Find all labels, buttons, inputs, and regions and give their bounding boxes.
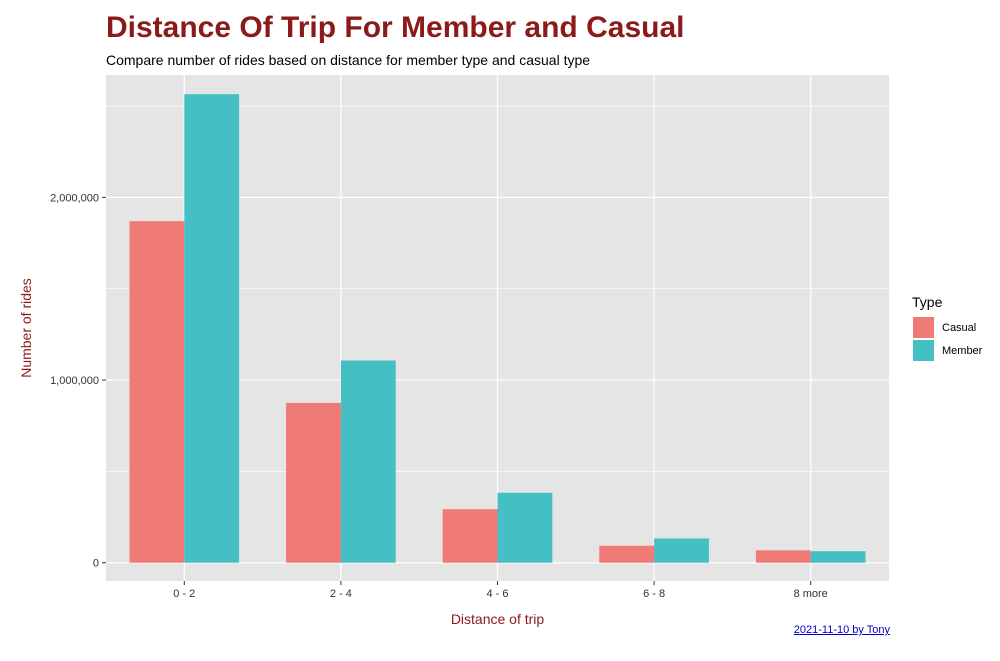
bar-member — [340, 360, 396, 563]
y-tick-label: 0 — [93, 558, 99, 570]
y-tick-label: 2,000,000 — [50, 192, 99, 204]
x-tick-label: 4 - 6 — [486, 588, 508, 600]
legend-title: Type — [912, 294, 943, 310]
bar-casual — [286, 402, 341, 563]
bar-member — [184, 94, 240, 563]
caption-link[interactable]: 2021-11-10 by Tony — [793, 624, 890, 636]
y-tick-label: 1,000,000 — [50, 375, 99, 387]
legend-swatch-member — [913, 340, 934, 361]
bar-member — [497, 492, 553, 563]
legend-label-casual: Casual — [942, 322, 976, 334]
bar-casual — [129, 221, 185, 563]
x-tick-label: 8 more — [794, 588, 828, 600]
bar-casual — [442, 509, 498, 563]
bar-casual — [599, 545, 655, 563]
x-tick-label: 6 - 8 — [643, 588, 665, 600]
bar-casual — [755, 550, 811, 563]
x-tick-label: 0 - 2 — [173, 588, 195, 600]
chart-title: Distance Of Trip For Member and Casual — [106, 11, 685, 44]
chart-subtitle: Compare number of rides based on distanc… — [106, 52, 591, 68]
bars — [129, 94, 866, 563]
x-tick-label: 2 - 4 — [330, 588, 352, 600]
bar-member — [810, 551, 866, 563]
y-axis-title: Number of rides — [18, 278, 34, 378]
x-axis: 0 - 2 2 - 4 4 - 6 6 - 8 8 more — [173, 581, 828, 600]
legend-swatch-casual — [913, 317, 934, 338]
y-axis: 0 1,000,000 2,000,000 — [50, 192, 106, 570]
x-axis-title: Distance of trip — [451, 611, 545, 627]
bar-member — [654, 538, 709, 563]
legend: Type Casual Member — [912, 294, 983, 361]
legend-label-member: Member — [942, 345, 983, 357]
